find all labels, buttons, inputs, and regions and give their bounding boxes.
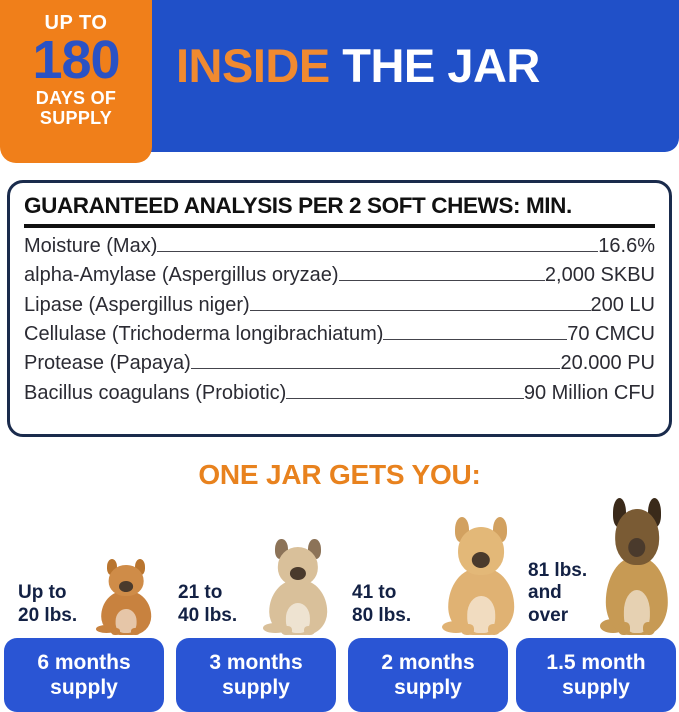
- analysis-row: Lipase (Aspergillus niger) 200 LU: [24, 291, 655, 320]
- supply-card-line2: supply: [50, 676, 118, 699]
- dog-size-tier: 41 to 80 lbs.: [0, 500, 679, 635]
- dog-photo-french-bulldog: [262, 537, 334, 635]
- analysis-row-leader: [338, 279, 545, 282]
- analysis-row-label: Lipase (Aspergillus niger): [24, 293, 250, 316]
- dog-photo-golden-retriever: [440, 515, 522, 635]
- dog-paw-left: [461, 624, 474, 635]
- dog-weight-label: 21 to 40 lbs.: [178, 582, 237, 627]
- supply-card: 6 months supply: [4, 638, 164, 712]
- badge-supply-label: SUPPLY: [39, 107, 113, 128]
- dog-figure: [95, 557, 157, 635]
- dog-weight-label-line: 81 lbs.: [528, 559, 588, 581]
- analysis-row: Moisture (Max) 16.6%: [24, 232, 655, 261]
- analysis-row-label: Protease (Papaya): [24, 352, 191, 375]
- analysis-row: Cellulase (Trichoderma longibrachiatum) 7…: [24, 320, 655, 349]
- analysis-row-label: Cellulase (Trichoderma longibrachiatum): [24, 322, 384, 345]
- page-title: INSIDE THE JAR: [176, 42, 540, 89]
- supply-cards-row: 6 months supply 3 months supply 2 months supp…: [0, 638, 679, 712]
- dog-weight-label: 41 to 80 lbs.: [352, 582, 411, 627]
- analysis-row-value: 70 CMCU: [567, 322, 655, 345]
- analysis-row: Bacillus coagulans (Probiotic) 90 Million…: [24, 379, 655, 408]
- dog-paw-right: [303, 626, 315, 635]
- supply-card: 1.5 month supply: [516, 638, 676, 712]
- analysis-row: alpha-Amylase (Aspergillus oryzae) 2,000 …: [24, 261, 655, 290]
- analysis-row-label: alpha-Amylase (Aspergillus oryzae): [24, 264, 339, 287]
- dog-weight-label-line: Up to: [18, 582, 67, 604]
- dog-figure: [598, 495, 676, 635]
- supply-card-line1: 3 months: [209, 650, 303, 674]
- badge-days-number: 180: [32, 30, 120, 90]
- supply-card-line2: supply: [562, 676, 630, 699]
- analysis-row-leader: [157, 250, 599, 252]
- dog-weight-label-line: 21 to: [178, 582, 223, 604]
- dog-size-tier: Up to 20 lbs.: [0, 500, 679, 635]
- title-the-jar: THE JAR: [342, 39, 540, 92]
- analysis-row-leader: [286, 397, 524, 399]
- supply-card-line1: 2 months: [381, 650, 475, 674]
- analysis-row-value: 2,000 SKBU: [544, 264, 655, 287]
- analysis-row-leader: [190, 367, 561, 370]
- supply-card: 3 months supply: [176, 638, 336, 712]
- analysis-row-label: Moisture (Max): [24, 234, 158, 257]
- dog-weight-label-line: 20 lbs.: [18, 604, 78, 626]
- dog-paw-right: [130, 627, 141, 635]
- dog-muzzle: [119, 581, 133, 592]
- supply-card-line1: 1.5 month: [546, 650, 646, 674]
- dog-photo-german-shepherd: [598, 495, 676, 635]
- one-jar-heading: ONE JAR GETS YOU:: [198, 459, 481, 490]
- analysis-heading: GUARANTEED ANALYSIS PER 2 SOFT CHEWS: MI…: [24, 193, 572, 218]
- analysis-row-leader: [383, 338, 568, 340]
- dog-muzzle: [471, 551, 491, 569]
- analysis-row-value: 200 LU: [590, 293, 656, 316]
- dog-muzzle: [628, 538, 646, 558]
- dog-paw-right: [487, 624, 500, 635]
- dog-weight-label-line: 80 lbs.: [352, 604, 412, 626]
- dog-size-tier: 21 to 40 lbs.: [0, 500, 679, 635]
- dog-ear-left: [106, 558, 117, 575]
- analysis-row-label: Bacillus coagulans (Probiotic): [24, 381, 287, 404]
- dog-chest: [115, 608, 137, 633]
- dog-weight-label-line: 41 to: [352, 582, 397, 604]
- supply-card-line1: 6 months: [37, 650, 131, 674]
- dog-size-tier: 81 lbs. and over: [0, 497, 679, 635]
- analysis-divider: [24, 223, 655, 228]
- supply-card-line2: supply: [222, 676, 290, 699]
- header-banner-section: UP TO 180 DAYS OF SUPPLY INSIDE THE JAR: [0, 0, 679, 163]
- analysis-row-value: 90 Million CFU: [523, 381, 655, 404]
- analysis-rows: Moisture (Max) 16.6% alpha-Amylase (Asperg…: [24, 232, 655, 408]
- dog-paw-left: [111, 627, 121, 635]
- dog-weight-label: Up to 20 lbs.: [18, 582, 77, 627]
- supply-card-line2: supply: [394, 676, 462, 699]
- title-inside: INSIDE: [176, 39, 330, 92]
- analysis-row-leader: [249, 309, 591, 311]
- badge-days-label: DAYS OF: [35, 88, 117, 109]
- dog-paw-right: [643, 622, 655, 635]
- dog-figure: [440, 515, 522, 635]
- guaranteed-analysis-panel: GUARANTEED ANALYSIS PER 2 SOFT CHEWS: MI…: [7, 180, 672, 437]
- dog-photo-pomeranian: [95, 557, 157, 635]
- days-of-supply-badge: UP TO 180 DAYS OF SUPPLY: [0, 0, 152, 163]
- analysis-row: Protease (Papaya) 20.000 PU: [24, 349, 655, 378]
- supply-card: 2 months supply: [348, 638, 508, 712]
- dog-weight-label-line: over: [528, 604, 569, 626]
- dog-weight-label-line: and: [528, 582, 562, 604]
- dog-weight-label: 81 lbs. and over: [528, 560, 587, 627]
- dog-paw-left: [618, 622, 630, 635]
- dog-weight-label-line: 40 lbs.: [178, 604, 238, 626]
- analysis-row-value: 20.000 PU: [560, 352, 655, 375]
- dog-paw-left: [280, 626, 292, 635]
- analysis-row-value: 16.6%: [598, 234, 655, 257]
- dog-ear-right: [135, 558, 146, 575]
- badge-upto-label: UP TO: [44, 12, 108, 34]
- dog-figure: [262, 537, 334, 635]
- dog-size-tiers: Up to 20 lbs. 21 to 40 lbs. 41 to 80 lbs. 81 l…: [0, 497, 679, 635]
- dog-muzzle: [289, 567, 307, 581]
